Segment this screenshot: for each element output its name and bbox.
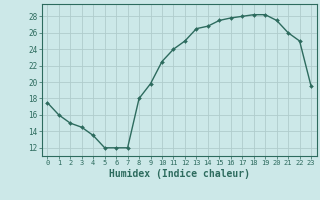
X-axis label: Humidex (Indice chaleur): Humidex (Indice chaleur) — [109, 169, 250, 179]
